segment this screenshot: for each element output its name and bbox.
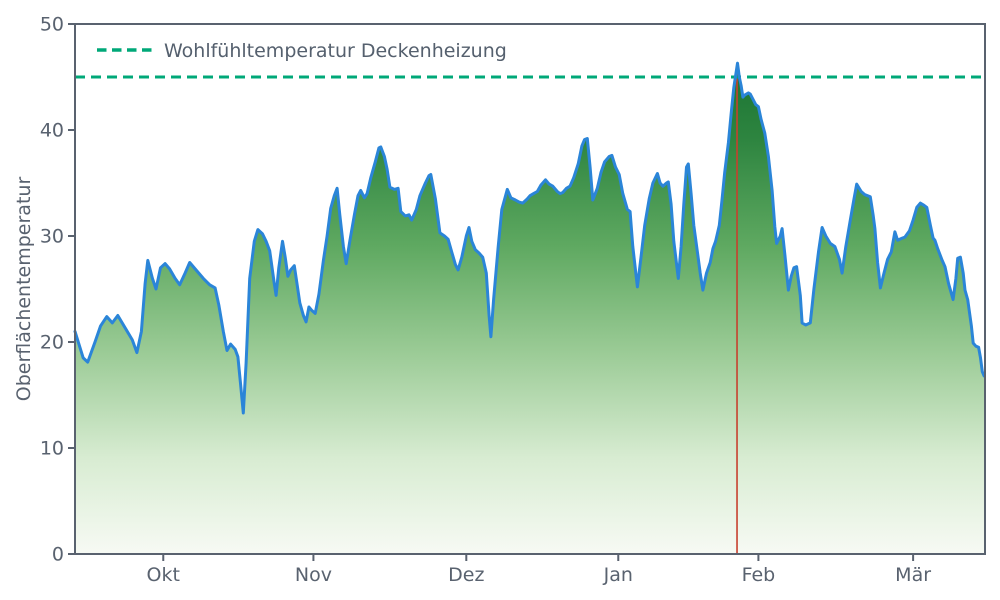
temperature-line-layer xyxy=(73,61,986,415)
x-tick-label-feb: Feb xyxy=(742,564,776,586)
temperature-area xyxy=(75,63,985,554)
y-tick-label-40: 40 xyxy=(40,120,64,142)
y-axis-label: Oberflächentemperatur xyxy=(13,177,35,402)
legend-label: Wohlfühltemperatur Deckenheizung xyxy=(164,40,507,62)
x-tick-label-jan: Jan xyxy=(603,564,633,586)
x-tick-label-nov: Nov xyxy=(295,564,332,586)
legend: Wohlfühltemperatur Deckenheizung xyxy=(97,40,507,62)
y-tick-label-20: 20 xyxy=(40,332,64,354)
x-tick-label-okt: Okt xyxy=(147,564,180,586)
axes-layer: 0 10 20 30 40 50 Okt Nov Dez Jan Feb Mär xyxy=(40,14,986,586)
plot-border xyxy=(74,23,986,555)
x-tick-label-mär: Mär xyxy=(895,564,931,586)
y-tick-label-0: 0 xyxy=(52,544,64,566)
temperature-area-layer xyxy=(75,63,985,554)
temperature-line xyxy=(73,61,986,415)
y-tick-label-50: 50 xyxy=(40,14,64,36)
x-tick-label-dez: Dez xyxy=(448,564,484,586)
y-tick-label-10: 10 xyxy=(40,438,64,460)
y-tick-label-30: 30 xyxy=(40,226,64,248)
